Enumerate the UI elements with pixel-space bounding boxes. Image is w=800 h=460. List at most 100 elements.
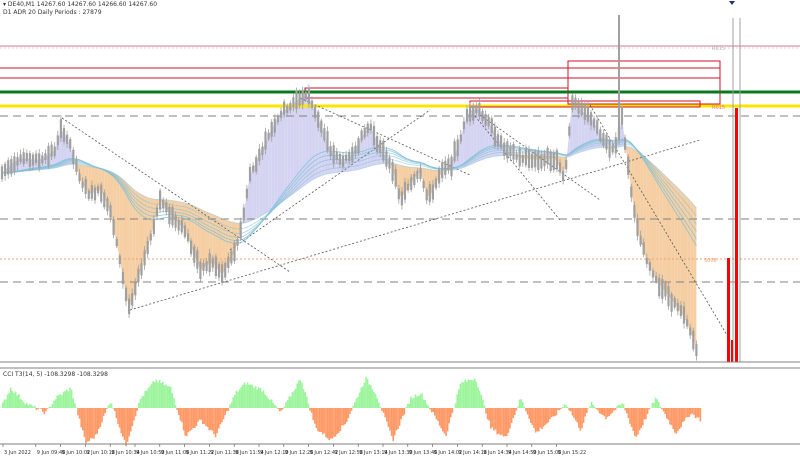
candle-body (410, 177, 413, 190)
cci-bar (538, 408, 540, 432)
candle-body (25, 152, 28, 162)
cloud-segment (572, 100, 576, 156)
candle-body (292, 97, 295, 108)
cci-bar (398, 408, 401, 426)
cci-bar (400, 408, 402, 420)
candle-body (549, 151, 552, 171)
cci-bar (229, 404, 231, 408)
cci-bar (624, 408, 626, 411)
candle-body (434, 178, 438, 189)
cci-bar (454, 403, 457, 408)
candle-body (450, 156, 453, 177)
cloud-segment (680, 191, 684, 317)
candle-body (475, 105, 478, 114)
cci-bar (557, 408, 559, 410)
cci-bar (40, 408, 42, 409)
cloud-segment (209, 213, 213, 264)
cci-bar (339, 408, 342, 431)
cloud-segment (662, 172, 666, 292)
cci-bar (590, 401, 593, 408)
cci-bar (200, 408, 202, 420)
cci-bar (581, 408, 583, 429)
cci-bar (296, 383, 298, 408)
candle-body (586, 106, 589, 122)
cci-bar (408, 403, 410, 408)
cci-bar (78, 408, 81, 419)
cci-bar (461, 381, 463, 408)
cci-bar (448, 408, 450, 424)
cci-bar (170, 386, 172, 408)
candle-body (484, 114, 487, 126)
cci-bar (629, 408, 631, 424)
cci-bar (422, 399, 425, 408)
cci-bar (235, 390, 238, 408)
cci-bar (195, 408, 198, 426)
cci-bar (101, 408, 103, 423)
cci-bar (574, 408, 577, 421)
candle-body (295, 90, 298, 110)
candle-body (478, 103, 481, 117)
cci-bar (34, 405, 36, 408)
candle-body (211, 257, 214, 268)
cci-bar (184, 408, 186, 436)
cci-bar (440, 408, 442, 429)
candle-body (16, 157, 19, 166)
cci-bar (253, 387, 255, 408)
cloud-segment (281, 110, 285, 203)
x-tick-label: 9 Jun 14:02 (434, 450, 463, 456)
cci-bar (307, 403, 310, 408)
cci-bar (637, 408, 639, 435)
cci-bar (466, 381, 468, 408)
cci-bar (502, 408, 505, 437)
candle-body (633, 205, 636, 218)
cci-bar (331, 408, 334, 439)
cci-bar (442, 408, 444, 432)
cci-bar (485, 408, 487, 414)
candle-body (53, 146, 56, 157)
candle-body (112, 219, 115, 236)
cci-bar (62, 391, 65, 408)
cci-bar (139, 399, 142, 408)
cci-bar (533, 408, 535, 429)
cci-bar (314, 408, 316, 424)
candle-body (695, 344, 698, 357)
cci-bar (221, 408, 223, 423)
candle-body (379, 140, 382, 154)
cci-bar (304, 392, 306, 408)
cloud-segment (250, 168, 254, 222)
candle-body (614, 137, 617, 154)
cloud-segment (265, 135, 269, 214)
candle-body (360, 130, 363, 141)
cci-bar (51, 404, 54, 408)
cloud-segment (302, 95, 306, 187)
cci-bar (2, 402, 4, 408)
cci-bar (699, 408, 702, 422)
cci-bar (216, 408, 218, 434)
cci-bar (64, 391, 66, 408)
cci-bar (421, 393, 423, 408)
candle-body (35, 153, 38, 163)
cci-bar (178, 408, 180, 415)
x-tick-label: 9 Jun 09:46 (37, 450, 66, 456)
cci-bar (272, 402, 274, 408)
cci-bar (626, 408, 628, 414)
cci-bar (118, 408, 121, 428)
cci-bar (464, 379, 466, 408)
cci-bar (270, 399, 273, 408)
cci-bar (83, 408, 86, 437)
candle-body (199, 261, 202, 279)
cci-bar (24, 404, 26, 408)
cci-bar (374, 393, 377, 408)
candle-body (75, 159, 78, 172)
candle-body (667, 286, 670, 307)
cci-bar (494, 408, 497, 430)
cci-bar (562, 407, 564, 408)
cci-bar (525, 408, 527, 412)
x-tick-label: 9 Jun 13:30 (384, 450, 413, 456)
cci-bar (342, 408, 345, 426)
cci-bar (411, 398, 414, 408)
x-tick-label: 9 Jun 12:58 (334, 450, 363, 456)
candle-body (100, 184, 103, 202)
candle-body (651, 270, 655, 278)
